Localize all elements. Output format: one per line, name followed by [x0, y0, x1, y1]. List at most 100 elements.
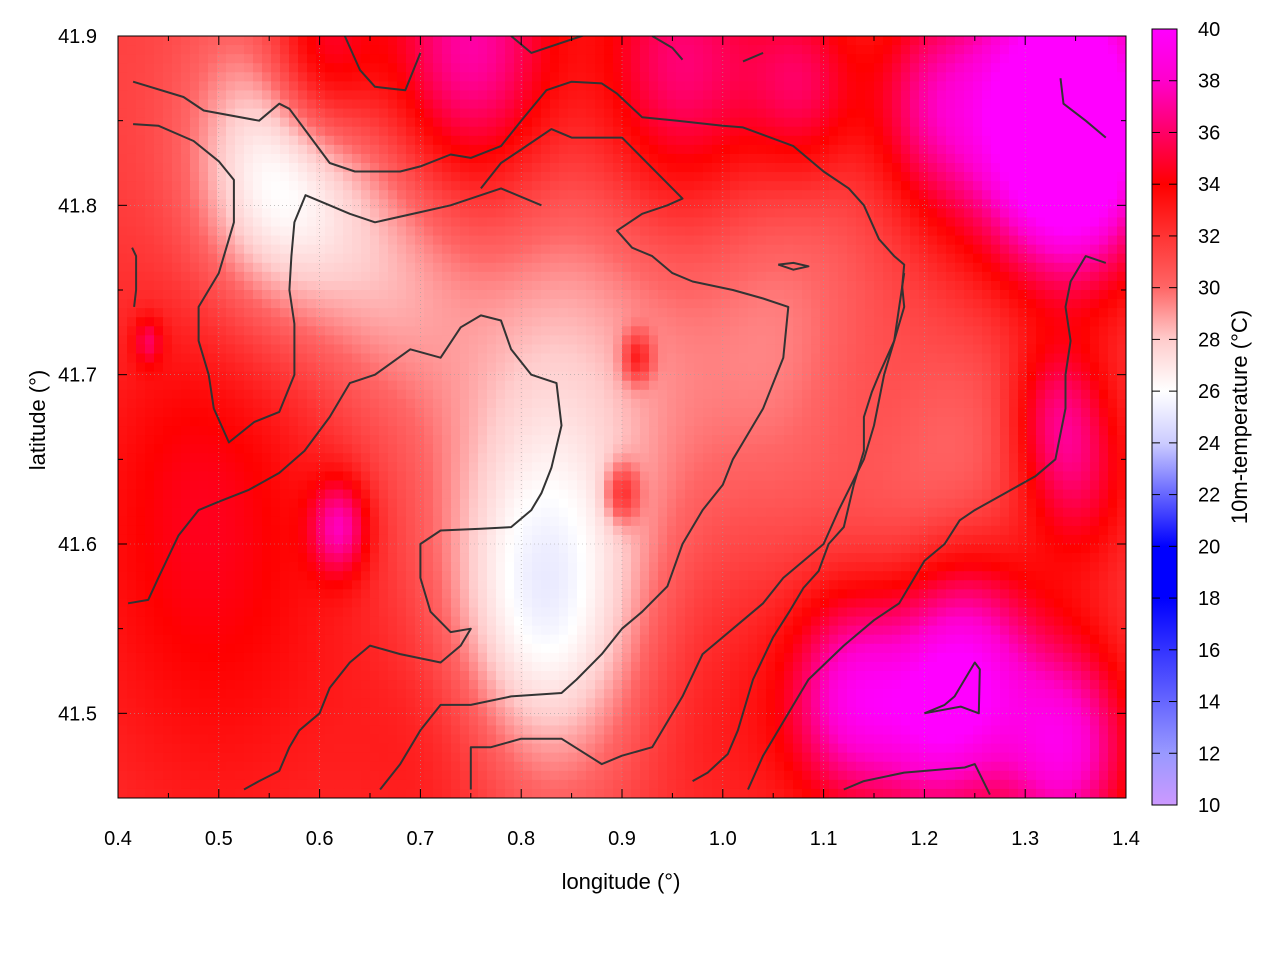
heatmap-cell	[226, 36, 236, 46]
heatmap-cell	[487, 417, 497, 427]
heatmap-cell	[163, 54, 173, 64]
heatmap-cell	[1054, 81, 1064, 92]
heatmap-cell	[343, 54, 353, 64]
heatmap-cell	[253, 99, 263, 110]
heatmap-cell	[631, 199, 641, 209]
heatmap-cell	[118, 344, 128, 355]
heatmap-cell	[406, 362, 416, 373]
heatmap-cell	[784, 108, 794, 119]
heatmap-cell	[469, 426, 479, 436]
heatmap-cell	[1081, 99, 1091, 110]
heatmap-cell	[721, 290, 731, 300]
heatmap-cell	[118, 90, 128, 101]
heatmap-cell	[631, 389, 641, 400]
heatmap-cell	[154, 308, 164, 318]
heatmap-cell	[640, 417, 650, 427]
heatmap-cell	[280, 344, 290, 355]
heatmap-cell	[469, 280, 479, 291]
heatmap-cell	[577, 290, 587, 300]
heatmap-cell	[703, 299, 713, 309]
heatmap-cell	[1108, 117, 1118, 128]
heatmap-cell	[1108, 380, 1118, 391]
heatmap-cell	[145, 407, 155, 418]
heatmap-cell	[325, 90, 335, 101]
heatmap-cell	[784, 144, 794, 155]
heatmap-cell	[685, 435, 695, 445]
heatmap-cell	[217, 344, 227, 355]
heatmap-cell	[1027, 208, 1037, 219]
heatmap-cell	[424, 389, 434, 400]
heatmap-cell	[442, 199, 452, 209]
heatmap-cell	[307, 199, 317, 209]
heatmap-cell	[703, 344, 713, 355]
heatmap-cell	[469, 380, 479, 391]
heatmap-cell	[325, 299, 335, 309]
heatmap-cell	[1000, 299, 1010, 309]
heatmap-cell	[1090, 45, 1100, 55]
heatmap-cell	[577, 126, 587, 137]
heatmap-cell	[991, 45, 1001, 55]
heatmap-cell	[982, 335, 992, 346]
heatmap-cell	[208, 290, 218, 300]
heatmap-cell	[595, 172, 605, 182]
heatmap-cell	[523, 163, 533, 173]
heatmap-cell	[379, 72, 389, 82]
heatmap-cell	[559, 407, 569, 418]
heatmap-cell	[1036, 308, 1046, 318]
heatmap-cell	[307, 90, 317, 101]
heatmap-cell	[478, 290, 488, 300]
heatmap-cell	[325, 63, 335, 73]
heatmap-cell	[1108, 407, 1118, 418]
heatmap-cell	[127, 126, 137, 137]
heatmap-cell	[784, 362, 794, 373]
heatmap-cell	[127, 362, 137, 373]
heatmap-cell	[136, 63, 146, 73]
heatmap-cell	[847, 163, 857, 173]
heatmap-cell	[532, 262, 542, 273]
heatmap-cell	[1018, 90, 1028, 101]
heatmap-cell	[703, 389, 713, 400]
heatmap-cell	[613, 135, 623, 146]
heatmap-cell	[1063, 108, 1073, 119]
heatmap-cell	[1099, 81, 1109, 92]
heatmap-cell	[568, 271, 578, 282]
heatmap-cell	[964, 108, 974, 119]
heatmap-cell	[847, 190, 857, 200]
heatmap-cell	[739, 108, 749, 119]
heatmap-cell	[424, 335, 434, 346]
heatmap-cell	[118, 144, 128, 155]
heatmap-cell	[577, 435, 587, 445]
heatmap-cell	[1054, 36, 1064, 46]
heatmap-cell	[136, 45, 146, 55]
heatmap-cell	[487, 326, 497, 336]
heatmap-cell	[118, 126, 128, 137]
heatmap-cell	[451, 262, 461, 273]
heatmap-cell	[793, 99, 803, 110]
heatmap-cell	[649, 199, 659, 209]
heatmap-cell	[730, 54, 740, 64]
heatmap-cell	[298, 181, 308, 191]
heatmap-cell	[928, 344, 938, 355]
heatmap-cell	[325, 426, 335, 436]
heatmap-cell	[334, 235, 344, 246]
heatmap-cell	[775, 126, 785, 137]
heatmap-cell	[568, 126, 578, 137]
heatmap-cell	[856, 253, 866, 264]
heatmap-cell	[136, 181, 146, 191]
heatmap-cell	[766, 417, 776, 427]
heatmap-cell	[622, 72, 632, 82]
heatmap-cell	[1054, 262, 1064, 273]
heatmap-cell	[415, 426, 425, 436]
heatmap-cell	[802, 99, 812, 110]
heatmap-cell	[181, 108, 191, 119]
heatmap-cell	[667, 108, 677, 119]
heatmap-cell	[595, 253, 605, 264]
heatmap-cell	[226, 153, 236, 164]
heatmap-cell	[901, 262, 911, 273]
heatmap-cell	[370, 90, 380, 101]
heatmap-cell	[352, 36, 362, 46]
heatmap-cell	[352, 253, 362, 264]
heatmap-cell	[649, 144, 659, 155]
heatmap-cell	[811, 235, 821, 246]
heatmap-cell	[847, 362, 857, 373]
